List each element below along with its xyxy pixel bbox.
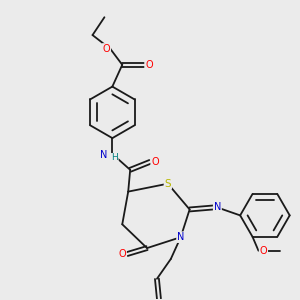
Text: O: O <box>260 246 267 256</box>
Text: O: O <box>103 44 110 54</box>
Text: S: S <box>164 179 171 189</box>
Text: N: N <box>177 232 184 242</box>
Text: O: O <box>151 157 159 167</box>
Text: N: N <box>214 202 221 212</box>
Text: H: H <box>111 153 118 162</box>
Text: N: N <box>100 150 107 160</box>
Text: O: O <box>118 249 126 259</box>
Text: O: O <box>145 60 153 70</box>
